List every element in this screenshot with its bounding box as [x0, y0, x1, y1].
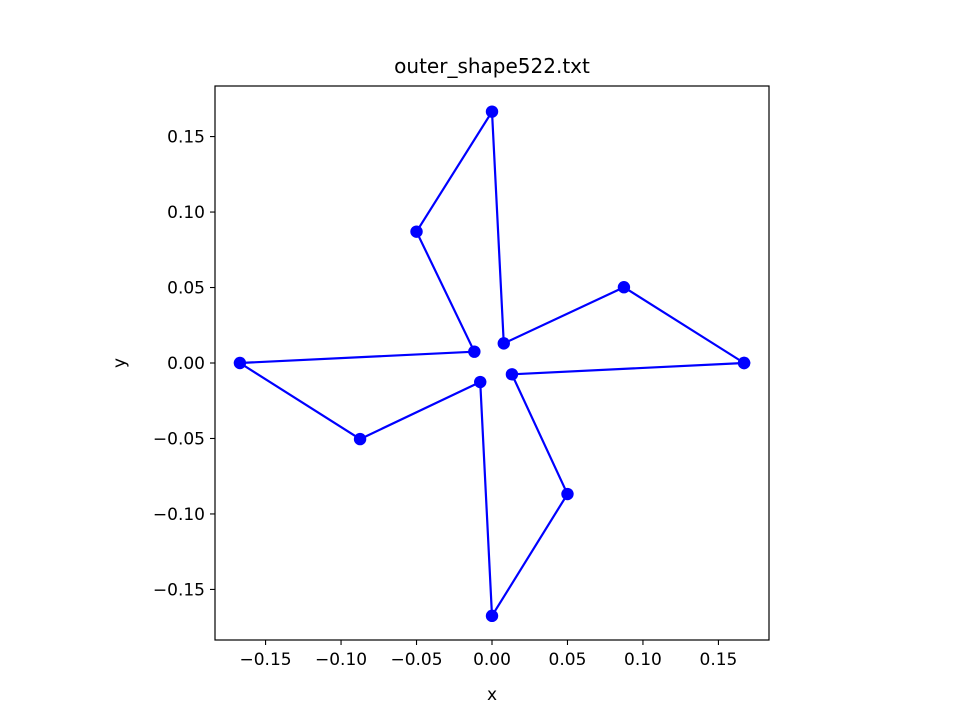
- data-point: [353, 432, 367, 446]
- x-tick-label: 0.10: [624, 650, 662, 670]
- x-tick-label: −0.05: [390, 650, 442, 670]
- y-tick-label: 0.10: [167, 203, 205, 223]
- data-point: [485, 105, 499, 118]
- data-point: [468, 345, 481, 358]
- y-tick-label: −0.10: [153, 505, 205, 525]
- y-tick-label: −0.15: [153, 580, 205, 600]
- data-point: [233, 356, 247, 370]
- data-point: [410, 225, 423, 238]
- data-point: [497, 337, 510, 350]
- data-point: [617, 281, 631, 294]
- x-axis-label: x: [487, 685, 497, 705]
- data-point: [737, 356, 751, 370]
- plot-area: [233, 105, 751, 623]
- x-tick-label: −0.15: [240, 650, 292, 670]
- data-point: [474, 375, 487, 389]
- y-tick-label: 0.15: [167, 128, 205, 148]
- y-axis-label: y: [110, 358, 130, 368]
- data-point: [561, 487, 574, 501]
- data-point: [505, 368, 519, 381]
- x-tick-label: 0.00: [473, 650, 511, 670]
- chart-title: outer_shape522.txt: [394, 54, 590, 78]
- y-tick-label: 0.05: [167, 279, 205, 299]
- data-point: [485, 609, 499, 623]
- x-axis: −0.15 −0.10 −0.05 0.00 0.05 0.10 0.15: [240, 640, 738, 670]
- y-axis: 0.15 0.10 0.05 0.00 −0.05 −0.10 −0.15: [153, 128, 215, 600]
- y-tick-label: 0.00: [167, 354, 205, 374]
- x-tick-label: 0.05: [549, 650, 587, 670]
- y-tick-label: −0.05: [153, 429, 205, 449]
- x-tick-label: 0.15: [700, 650, 738, 670]
- x-tick-label: −0.10: [315, 650, 367, 670]
